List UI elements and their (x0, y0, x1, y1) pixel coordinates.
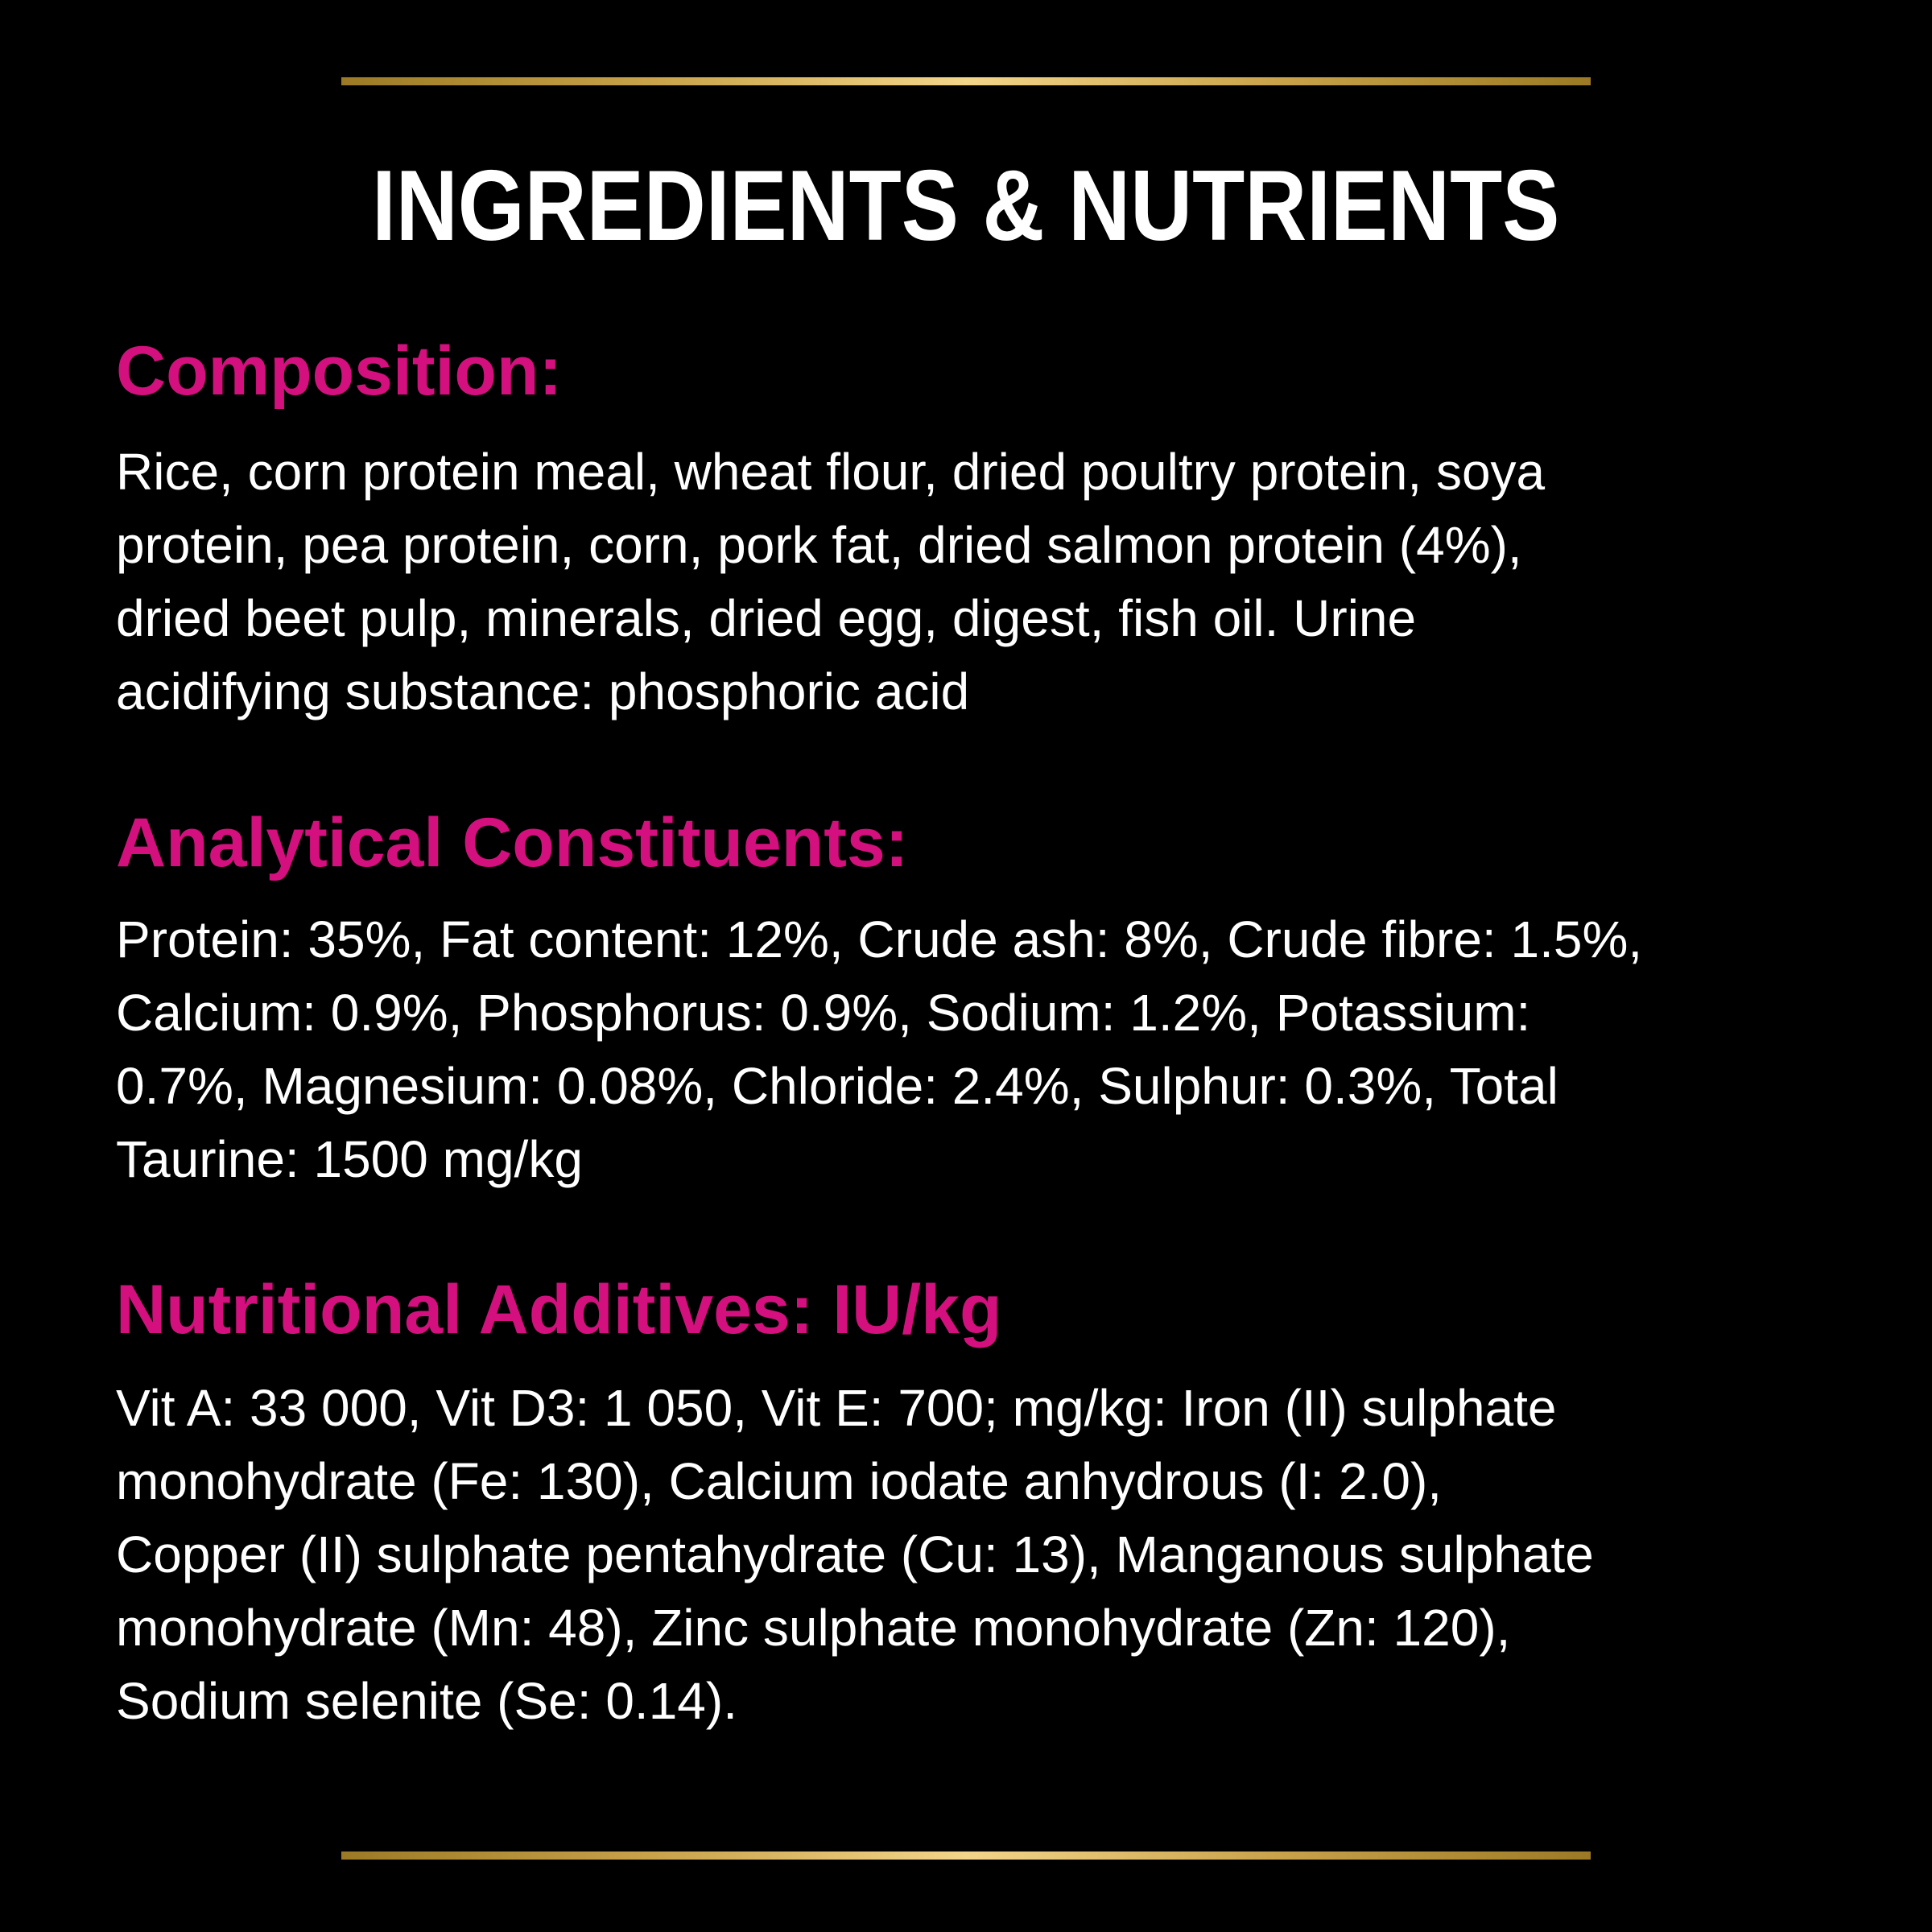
text-line: Calcium: 0.9%, Phosphorus: 0.9%, Sodium:… (116, 984, 1531, 1042)
analytical-constituents-heading: Analytical Constituents: (116, 804, 909, 881)
nutritional-additives-heading: Nutritional Additives: IU/kg (116, 1271, 1002, 1348)
analytical-constituents-text: Protein: 35%, Fat content: 12%, Crude as… (116, 903, 1642, 1196)
text-line: Copper (II) sulphate pentahydrate (Cu: 1… (116, 1525, 1594, 1583)
composition-heading: Composition: (116, 332, 563, 410)
page-title: INGREDIENTS & NUTRIENTS (372, 151, 1560, 262)
text-line: monohydrate (Fe: 130), Calcium iodate an… (116, 1452, 1443, 1510)
text-line: 0.7%, Magnesium: 0.08%, Chloride: 2.4%, … (116, 1057, 1558, 1115)
text-line: monohydrate (Mn: 48), Zinc sulphate mono… (116, 1599, 1511, 1657)
text-line: Sodium selenite (Se: 0.14). (116, 1672, 737, 1730)
text-line: Vit A: 33 000, Vit D3: 1 050, Vit E: 700… (116, 1379, 1557, 1437)
text-line: Protein: 35%, Fat content: 12%, Crude as… (116, 910, 1643, 968)
text-line: Taurine: 1500 mg/kg (116, 1130, 583, 1188)
nutritional-additives-text: Vit A: 33 000, Vit D3: 1 050, Vit E: 700… (116, 1372, 1594, 1738)
text-line: acidifying substance: phosphoric acid (116, 663, 970, 720)
text-line: Rice, corn protein meal, wheat flour, dr… (116, 443, 1546, 501)
text-line: protein, pea protein, corn, pork fat, dr… (116, 516, 1522, 574)
bottom-gold-divider (341, 1852, 1591, 1860)
top-gold-divider (341, 77, 1591, 85)
text-line: dried beet pulp, minerals, dried egg, di… (116, 589, 1417, 647)
composition-text: Rice, corn protein meal, wheat flour, dr… (116, 436, 1545, 729)
